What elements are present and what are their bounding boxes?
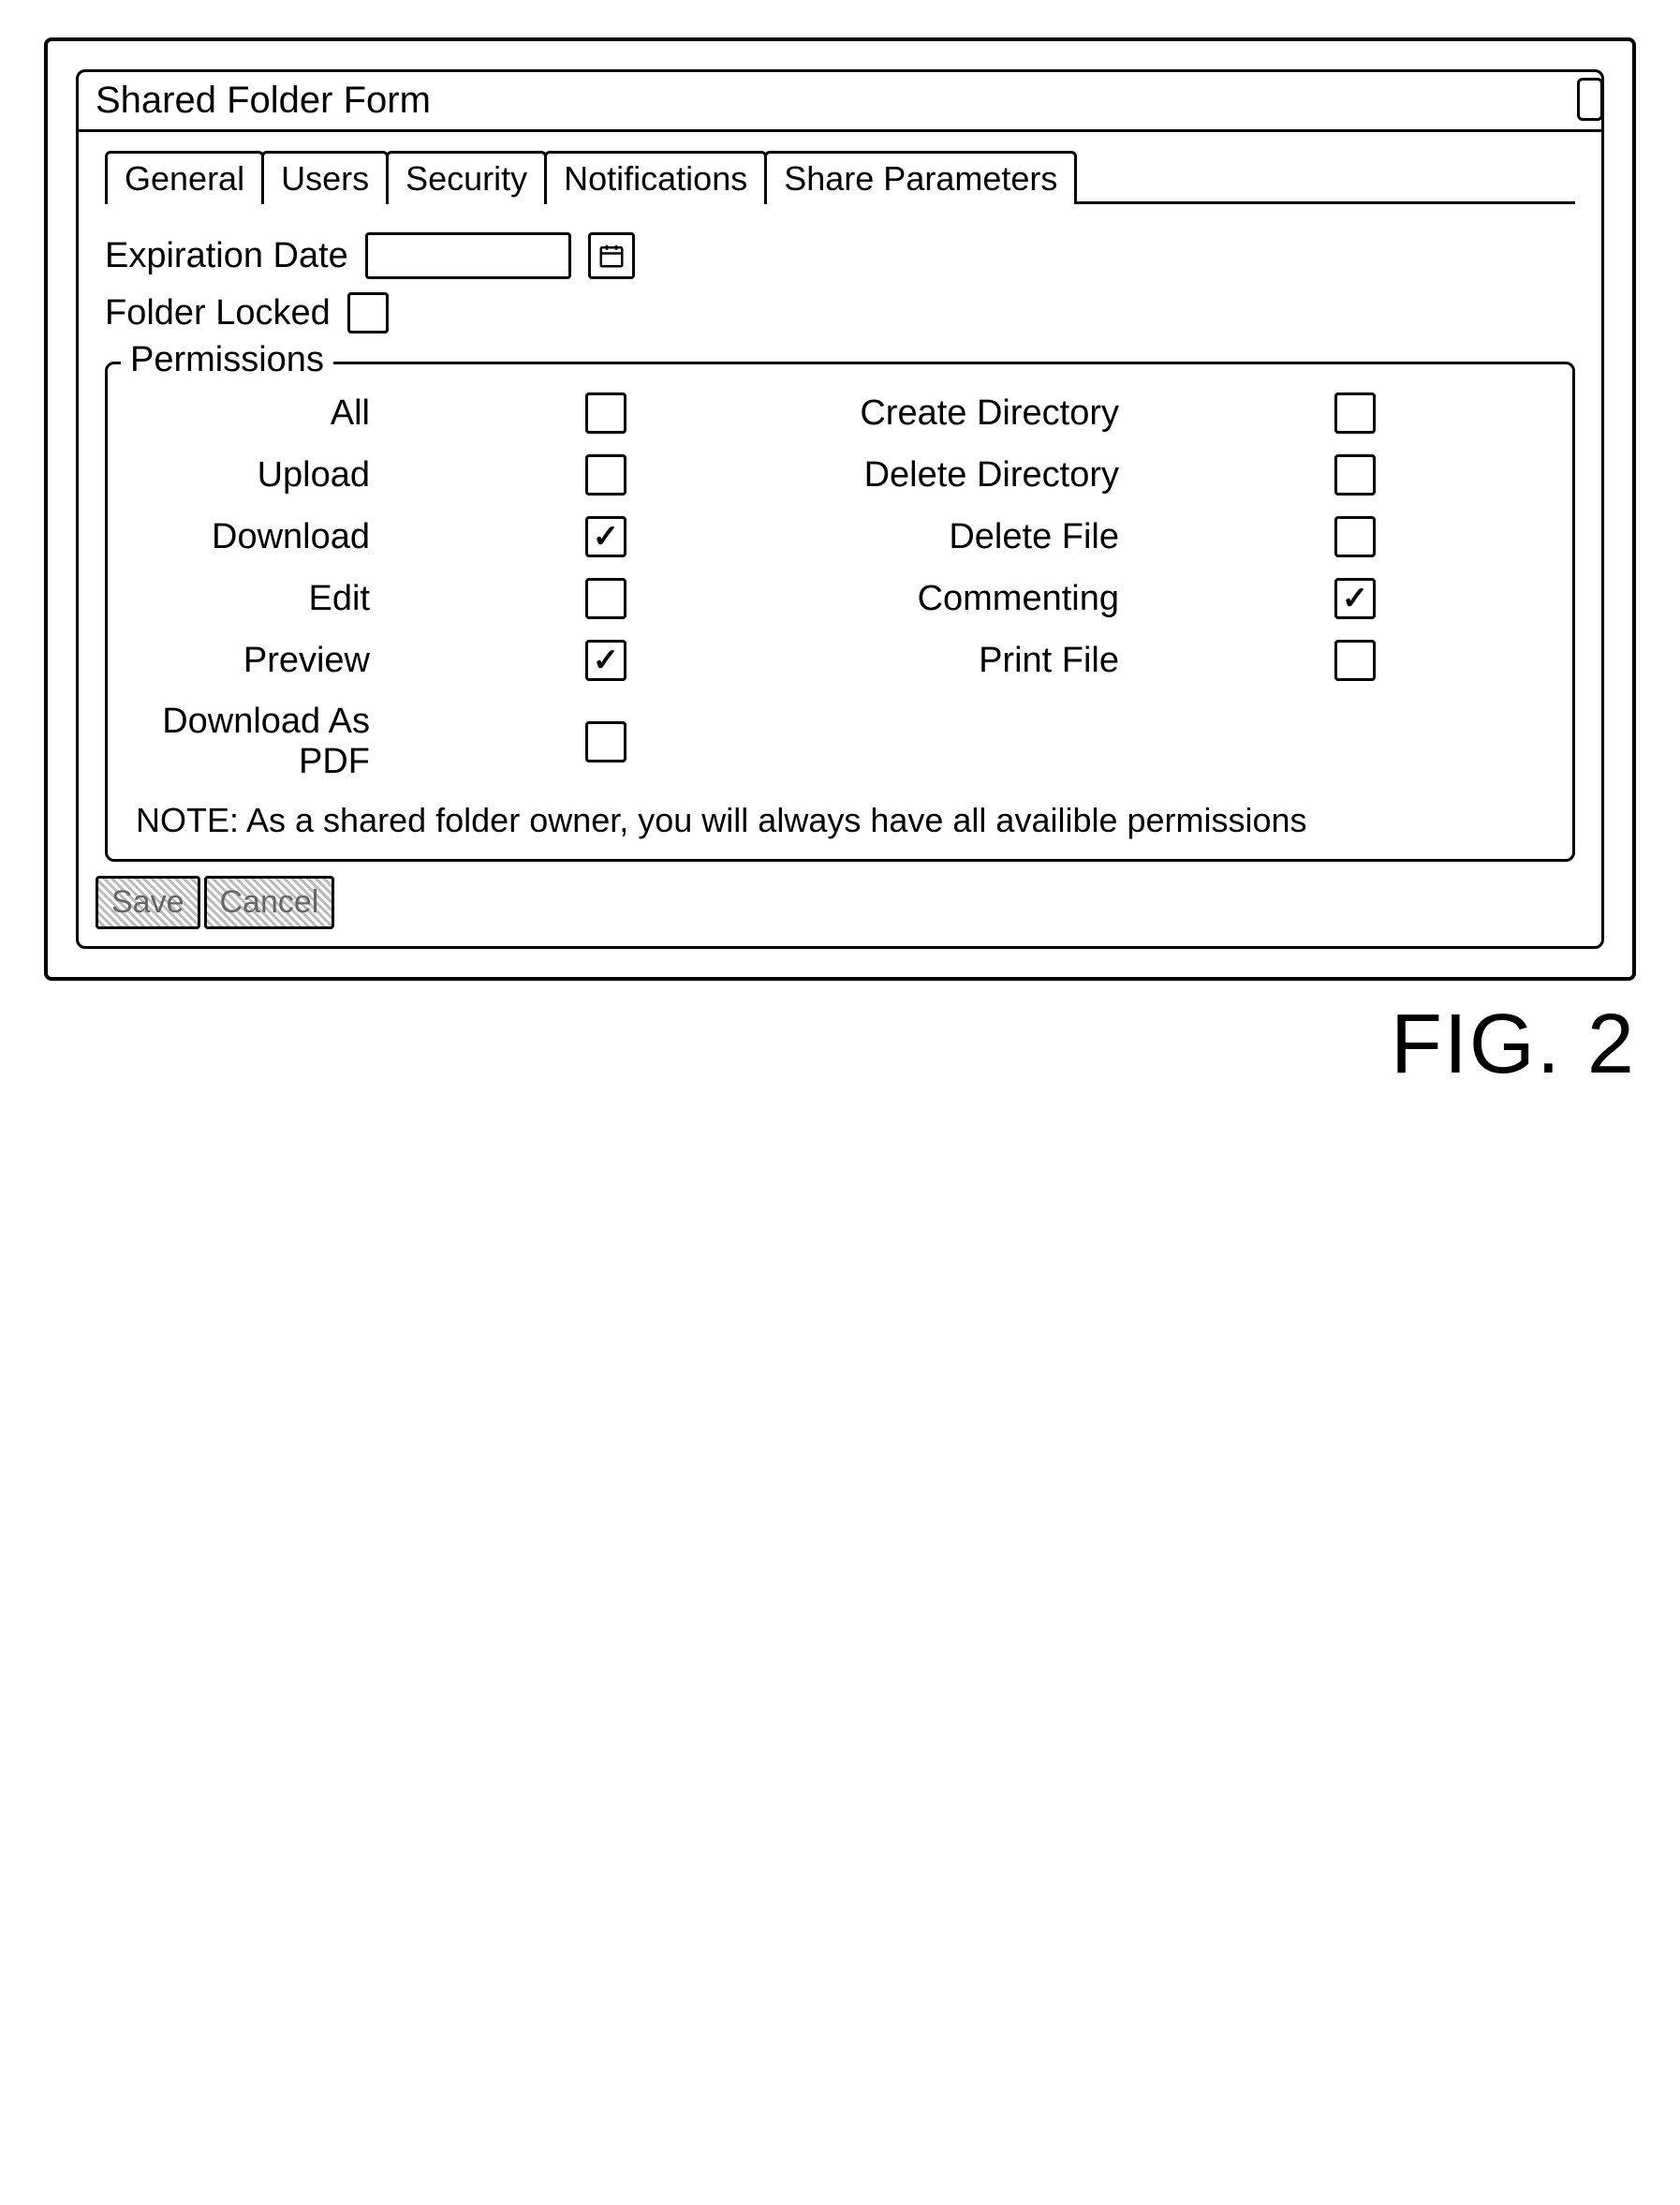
tab-strip: GeneralUsersSecurityNotificationsShare P…	[105, 151, 1575, 204]
perm-label-all: All	[136, 393, 379, 434]
perm-checkbox-download-as-pdf[interactable]	[585, 721, 626, 762]
save-button[interactable]: Save	[96, 876, 200, 929]
perm-checkbox-edit[interactable]	[585, 578, 626, 619]
permissions-legend: Permissions	[121, 340, 333, 380]
perm-label-commenting: Commenting	[847, 579, 1128, 619]
outer-frame: Shared Folder Form GeneralUsersSecurityN…	[44, 37, 1636, 981]
perm-label-download-as-pdf: Download As PDF	[136, 702, 379, 782]
perm-label-preview: Preview	[136, 641, 379, 681]
window-body: GeneralUsersSecurityNotificationsShare P…	[79, 132, 1601, 946]
permissions-note: NOTE: As a shared folder owner, you will…	[136, 801, 1544, 840]
perm-checkbox-commenting[interactable]: ✓	[1334, 578, 1376, 619]
perm-label-create-directory: Create Directory	[847, 393, 1128, 434]
folder-locked-label: Folder Locked	[105, 293, 331, 333]
perm-checkbox-preview[interactable]: ✓	[585, 640, 626, 681]
perm-checkbox-download[interactable]: ✓	[585, 516, 626, 557]
perm-label-delete-directory: Delete Directory	[847, 455, 1128, 496]
window-title: Shared Folder Form	[96, 80, 431, 122]
folder-locked-checkbox[interactable]	[347, 292, 389, 333]
perm-checkbox-delete-file[interactable]	[1334, 516, 1376, 557]
window-titlebar: Shared Folder Form	[79, 72, 1601, 132]
perm-checkbox-print-file[interactable]	[1334, 640, 1376, 681]
tab-notifications[interactable]: Notifications	[544, 151, 767, 204]
window-close-button[interactable]	[1577, 78, 1603, 121]
permissions-fieldset: Permissions AllCreate DirectoryUploadDel…	[105, 362, 1575, 862]
perm-checkbox-upload[interactable]	[585, 454, 626, 496]
perm-label-delete-file: Delete File	[847, 517, 1128, 557]
expiration-date-label: Expiration Date	[105, 236, 348, 276]
expiration-date-input[interactable]	[365, 232, 571, 279]
perm-label-print-file: Print File	[847, 641, 1128, 681]
expiration-date-row: Expiration Date	[105, 232, 1575, 279]
calendar-icon[interactable]	[588, 232, 635, 279]
perm-checkbox-create-directory[interactable]	[1334, 392, 1376, 434]
cancel-button[interactable]: Cancel	[204, 876, 335, 929]
tab-general[interactable]: General	[105, 151, 264, 204]
dialog-window: Shared Folder Form GeneralUsersSecurityN…	[76, 69, 1604, 949]
permissions-grid: All Create Directory Upload Delete Director…	[136, 392, 1544, 782]
tab-users[interactable]: Users	[261, 151, 389, 204]
perm-checkbox-all[interactable]	[585, 392, 626, 434]
tab-security[interactable]: Security	[386, 151, 547, 204]
folder-locked-row: Folder Locked	[105, 292, 1575, 333]
dialog-button-bar: Save Cancel	[96, 876, 334, 929]
figure-label: FIG. 2	[1391, 997, 1636, 1093]
tab-share-parameters[interactable]: Share Parameters	[764, 151, 1077, 204]
perm-label-download: Download	[136, 517, 379, 557]
perm-checkbox-delete-directory[interactable]	[1334, 454, 1376, 496]
perm-label-edit: Edit	[136, 579, 379, 619]
perm-label-upload: Upload	[136, 455, 379, 496]
